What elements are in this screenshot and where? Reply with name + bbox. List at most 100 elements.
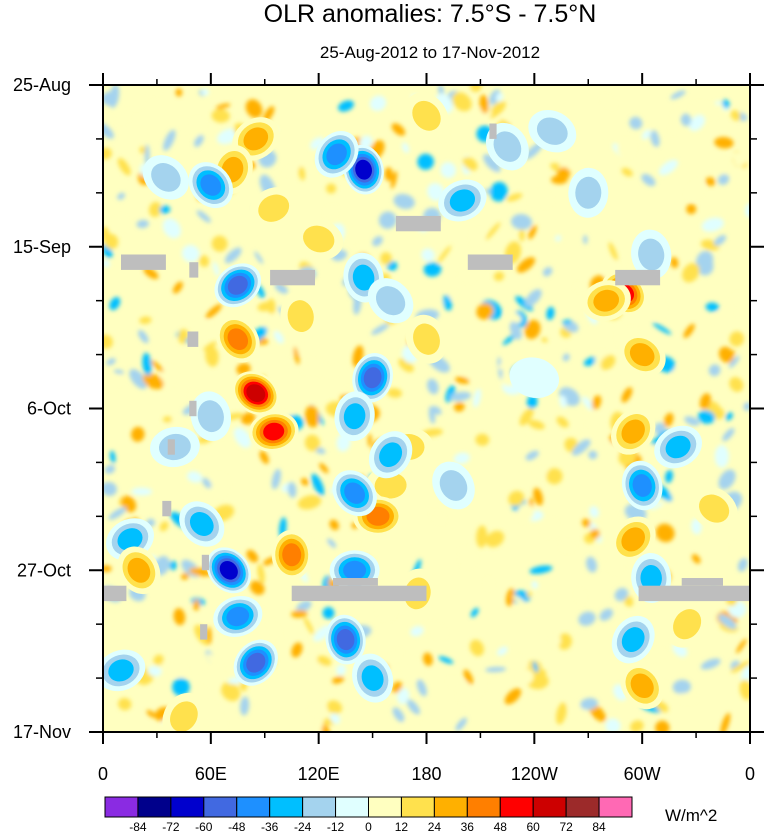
- texture-patch: [583, 356, 598, 367]
- anomaly-contour: [413, 323, 440, 355]
- texture-patch: [378, 211, 397, 229]
- texture-patch: [621, 167, 633, 177]
- texture-patch: [589, 506, 599, 518]
- texture-patch: [170, 666, 189, 677]
- texture-patch: [201, 88, 209, 96]
- anomaly-feature: [334, 391, 375, 442]
- texture-patch: [138, 330, 149, 344]
- texture-patch: [431, 511, 445, 523]
- texture-patch: [287, 482, 297, 498]
- anomaly-feature: [621, 460, 663, 511]
- anomaly-contour: [287, 300, 314, 333]
- texture-patch: [257, 301, 276, 312]
- anomaly-feature: [610, 516, 656, 563]
- texture-patch: [736, 396, 745, 406]
- texture-patch: [297, 495, 322, 510]
- texture-patch: [504, 688, 522, 705]
- texture-patch: [485, 666, 507, 673]
- texture-patch: [410, 625, 424, 637]
- texture-patch: [735, 638, 747, 654]
- texture-patch: [193, 599, 200, 611]
- anomaly-contour: [227, 328, 249, 351]
- texture-patch: [729, 331, 744, 347]
- anomaly-contour: [246, 652, 266, 673]
- missing-data-bar: [291, 585, 427, 602]
- texture-patch: [525, 450, 539, 461]
- colorbar-swatch: [137, 796, 172, 818]
- texture-patch: [562, 319, 572, 325]
- texture-patch: [104, 464, 116, 474]
- anomaly-contour: [282, 543, 302, 567]
- texture-patch: [607, 442, 619, 457]
- texture-patch: [371, 323, 390, 335]
- texture-patch: [421, 248, 435, 262]
- texture-patch: [163, 129, 176, 151]
- anomaly-contour: [621, 627, 645, 653]
- anomaly-feature: [618, 332, 666, 377]
- colorbar-swatch: [466, 796, 501, 818]
- texture-patch: [578, 611, 596, 626]
- texture-patch: [326, 700, 343, 715]
- texture-patch: [603, 372, 617, 384]
- anomaly-contour: [632, 474, 652, 497]
- texture-patch: [526, 591, 532, 598]
- x-tick-label: 0: [745, 764, 755, 784]
- texture-patch: [498, 359, 510, 370]
- texture-patch: [555, 235, 562, 242]
- texture-patch: [649, 502, 664, 510]
- anomaly-contour: [200, 174, 222, 196]
- texture-patch: [200, 702, 220, 721]
- texture-patch: [546, 468, 563, 485]
- texture-patch: [304, 405, 320, 428]
- anomaly-feature: [103, 649, 146, 692]
- texture-patch: [254, 251, 264, 264]
- texture-patch: [510, 429, 523, 442]
- texture-patch: [190, 391, 200, 398]
- anomaly-contour: [343, 560, 367, 580]
- anomaly-feature: [581, 280, 631, 322]
- colorbar-level-label: -12: [327, 820, 345, 834]
- texture-patch: [311, 473, 325, 496]
- texture-patch: [259, 450, 269, 464]
- anomaly-feature: [233, 639, 279, 686]
- colorbar-level-label: -24: [294, 820, 312, 834]
- anomaly-contour: [509, 357, 560, 399]
- missing-data-bar: [167, 439, 175, 455]
- anomaly-feature: [352, 352, 393, 403]
- colorbar-level-label: 24: [428, 820, 442, 834]
- anomaly-feature: [271, 529, 312, 580]
- texture-patch: [463, 669, 474, 685]
- anomaly-contour: [621, 419, 645, 444]
- texture-patch: [116, 113, 129, 123]
- texture-patch: [142, 373, 164, 390]
- texture-patch: [131, 426, 145, 442]
- texture-patch: [109, 450, 116, 464]
- colorbar-level-label: -72: [162, 820, 180, 834]
- texture-patch: [475, 433, 490, 446]
- texture-patch: [556, 167, 571, 181]
- texture-patch: [516, 503, 534, 522]
- anomaly-feature: [294, 218, 344, 260]
- texture-patch: [300, 477, 309, 486]
- anomaly-contour: [361, 665, 384, 691]
- texture-patch: [740, 663, 750, 685]
- texture-patch: [542, 267, 553, 277]
- texture-patch: [330, 713, 341, 724]
- texture-patch: [506, 193, 523, 202]
- anomaly-feature: [610, 408, 656, 455]
- texture-patch: [298, 166, 306, 181]
- texture-patch: [722, 99, 730, 109]
- colorbar-swatch: [104, 796, 139, 818]
- anomaly-contour: [629, 343, 655, 367]
- texture-patch: [309, 705, 328, 713]
- texture-patch: [584, 429, 593, 438]
- anomaly-feature: [368, 431, 413, 479]
- texture-patch: [512, 595, 526, 606]
- texture-patch: [310, 359, 330, 376]
- texture-patch: [450, 391, 472, 402]
- colorbar-swatch: [236, 796, 271, 818]
- colorbar-level-label: 48: [494, 820, 508, 834]
- anomaly-feature: [405, 314, 448, 364]
- anomaly-feature: [213, 595, 263, 638]
- texture-patch: [260, 544, 268, 552]
